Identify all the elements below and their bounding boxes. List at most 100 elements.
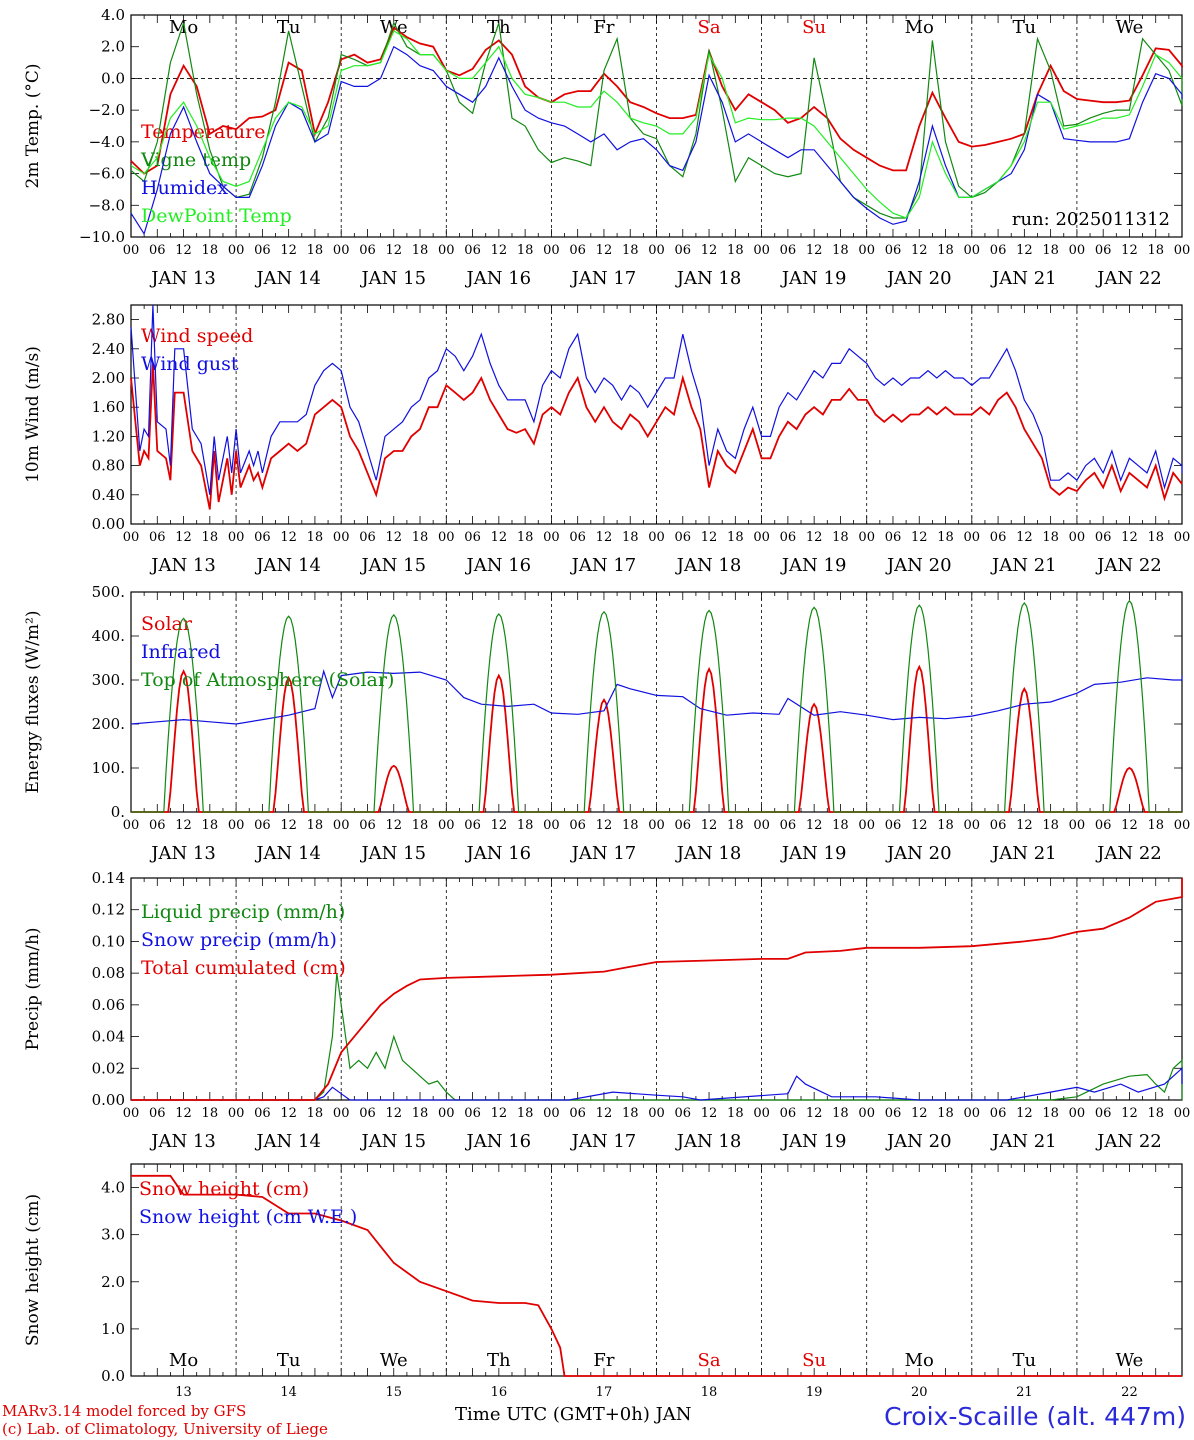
hour-tick-label: 06 [569, 530, 586, 545]
y-tick-label: 0.06 [92, 996, 125, 1014]
hour-tick-label: 06 [359, 818, 376, 833]
day-label: JAN 15 [359, 268, 426, 289]
hour-tick-label: 06 [780, 818, 797, 833]
legend-entry: Wind speed [141, 325, 253, 347]
hour-tick-label: 12 [1016, 818, 1033, 833]
hour-tick-label: 12 [806, 1106, 823, 1121]
series-line-total-cumulated-cm- [131, 878, 1183, 1101]
hour-tick-label: 12 [280, 818, 297, 833]
hour-tick-label: 12 [1121, 818, 1138, 833]
hour-tick-label: 18 [1042, 530, 1059, 545]
hour-tick-label: 18 [412, 1106, 429, 1121]
hour-tick-label: 12 [491, 530, 508, 545]
hour-tick-label: 18 [307, 530, 324, 545]
hour-tick-label: 18 [622, 818, 639, 833]
day-label: JAN 21 [990, 1131, 1057, 1152]
weekday-label: We [1116, 17, 1144, 38]
weekday-label: Su [802, 1350, 826, 1371]
legend-entry: Liquid precip (mm/h) [141, 901, 345, 923]
day-number-label: 18 [701, 1385, 718, 1400]
day-label: JAN 20 [885, 555, 952, 576]
hour-tick-label: 06 [675, 530, 692, 545]
day-number-label: 20 [911, 1385, 928, 1400]
weekday-label: Mo [169, 1350, 198, 1371]
hour-tick-label: 12 [175, 1106, 192, 1121]
day-label: JAN 13 [149, 843, 216, 864]
hour-tick-label: 18 [412, 818, 429, 833]
y-tick-label: 0.04 [92, 1028, 125, 1046]
hour-tick-label: 18 [727, 530, 744, 545]
hour-tick-label: 00 [228, 243, 245, 258]
hour-tick-label: 18 [1147, 530, 1164, 545]
hour-tick-label: 18 [937, 1106, 954, 1121]
hour-tick-label: 06 [885, 243, 902, 258]
hour-tick-label: 18 [937, 530, 954, 545]
hour-tick-label: 12 [596, 530, 613, 545]
hour-tick-label: 12 [806, 243, 823, 258]
series-line-wind-gust [130, 304, 1183, 495]
weekday-label: Tu [1013, 1350, 1037, 1371]
hour-tick-label: 00 [858, 1106, 875, 1121]
hour-tick-label: 18 [832, 530, 849, 545]
hour-tick-label: 06 [254, 243, 271, 258]
y-tick-label: −8.0 [89, 196, 125, 214]
hour-tick-label: 06 [990, 530, 1007, 545]
series-line-vigne-temp [130, 21, 1183, 219]
hour-tick-label: 00 [1069, 243, 1086, 258]
hour-tick-label: 06 [885, 818, 902, 833]
hour-tick-label: 00 [228, 530, 245, 545]
hour-tick-label: 12 [175, 243, 192, 258]
day-label: JAN 20 [885, 268, 952, 289]
day-number-label: 16 [491, 1385, 508, 1400]
hour-tick-label: 18 [832, 243, 849, 258]
hour-tick-label: 12 [911, 530, 928, 545]
day-label: JAN 19 [780, 1131, 847, 1152]
hour-tick-label: 18 [622, 530, 639, 545]
hour-tick-label: 06 [464, 818, 481, 833]
hour-tick-label: 18 [1042, 818, 1059, 833]
weekday-label: Tu [277, 17, 301, 38]
hour-tick-label: 12 [280, 243, 297, 258]
hour-tick-label: 18 [517, 1106, 534, 1121]
hour-tick-label: 00 [333, 1106, 350, 1121]
y-axis-label: 10m Wind (m/s) [23, 346, 43, 483]
day-label: JAN 22 [1095, 1131, 1162, 1152]
hour-tick-label: 06 [149, 243, 166, 258]
weekday-label: Su [802, 17, 826, 38]
hour-tick-label: 06 [780, 243, 797, 258]
hour-tick-label: 00 [543, 818, 560, 833]
day-label: JAN 21 [990, 555, 1057, 576]
hour-tick-label: 12 [175, 818, 192, 833]
hour-tick-label: 12 [701, 1106, 718, 1121]
day-label: JAN 13 [149, 268, 216, 289]
day-label: JAN 17 [570, 1131, 637, 1152]
hour-tick-label: 00 [753, 243, 770, 258]
hour-tick-label: 12 [1016, 530, 1033, 545]
hour-tick-label: 06 [780, 1106, 797, 1121]
hour-tick-label: 00 [1174, 1106, 1191, 1121]
hour-tick-label: 18 [412, 243, 429, 258]
y-tick-label: 2.0 [101, 38, 125, 56]
hour-tick-label: 12 [701, 243, 718, 258]
day-label: JAN 17 [570, 555, 637, 576]
station-name: Croix-Scaille (alt. 447m) [884, 1402, 1186, 1431]
series-line-temperature [130, 26, 1183, 175]
hour-tick-label: 18 [307, 243, 324, 258]
hour-tick-label: 06 [569, 1106, 586, 1121]
day-label: JAN 13 [149, 1131, 216, 1152]
hour-tick-label: 00 [228, 818, 245, 833]
hour-tick-label: 00 [1069, 1106, 1086, 1121]
y-tick-label: 100. [92, 759, 125, 777]
hour-tick-label: 18 [727, 818, 744, 833]
hour-tick-label: 18 [1042, 1106, 1059, 1121]
weekday-label: Sa [698, 1350, 721, 1371]
day-label: JAN 18 [675, 268, 742, 289]
hour-tick-label: 12 [1121, 243, 1138, 258]
hour-tick-label: 12 [911, 818, 928, 833]
hour-tick-label: 18 [727, 1106, 744, 1121]
hour-tick-label: 12 [280, 530, 297, 545]
hour-tick-label: 18 [727, 243, 744, 258]
y-tick-label: 2.0 [101, 1273, 125, 1291]
day-number-label: 21 [1016, 1385, 1033, 1400]
hour-tick-label: 00 [858, 818, 875, 833]
